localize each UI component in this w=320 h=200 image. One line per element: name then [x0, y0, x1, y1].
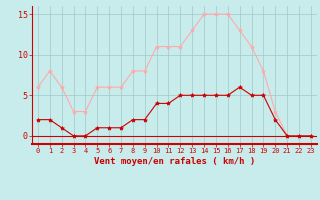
- X-axis label: Vent moyen/en rafales ( km/h ): Vent moyen/en rafales ( km/h ): [94, 157, 255, 166]
